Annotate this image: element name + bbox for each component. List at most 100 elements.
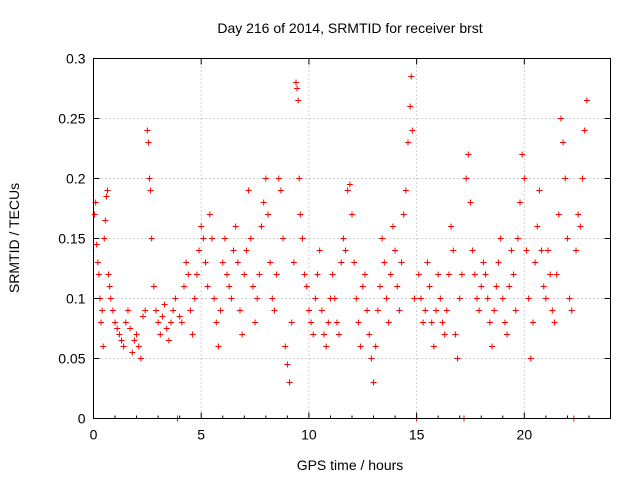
data-point [127,325,134,332]
data-point [415,271,422,278]
data-point [178,319,185,326]
data-point [100,343,107,350]
data-point [454,355,461,362]
data-point [465,151,472,158]
y-tick-label: 0.3 [66,51,86,67]
data-point [144,127,151,134]
data-point [101,235,108,242]
data-point [575,211,582,218]
data-point [247,235,254,242]
y-tick-label: 0.2 [66,171,86,187]
data-point [504,331,511,338]
data-point [484,295,491,302]
data-point [305,307,312,314]
grid [93,58,611,419]
data-point [489,343,496,350]
data-point [147,187,154,194]
data-point [200,235,207,242]
data-point [254,295,261,302]
data-point [344,187,351,194]
data-point [236,307,243,314]
data-point [256,271,263,278]
data-point [439,319,446,326]
data-point [217,307,224,314]
data-point [191,295,198,302]
data-point [282,343,289,350]
data-point [277,187,284,194]
data-point [396,307,403,314]
data-point [338,259,345,266]
data-point [275,175,282,182]
data-point [208,235,215,242]
data-point [422,307,429,314]
data-point [471,271,478,278]
data-point [540,283,547,290]
data-point [417,295,424,302]
data-point [284,361,291,368]
data-point [366,331,373,338]
data-point [297,211,304,218]
data-point [560,139,567,146]
y-tick-label: 0.15 [58,231,85,247]
data-point [370,379,377,386]
data-point [493,283,500,290]
data-point [93,241,100,248]
data-point [501,319,508,326]
data-point [566,295,573,302]
axis-ticks: 0 5 10 15 20 0 0.05 0.1 0.15 0.2 0.25 0.3 [58,51,611,443]
data-point [323,343,330,350]
data-point [346,181,353,188]
data-point [120,343,127,350]
data-point [303,283,310,290]
data-point [424,259,431,266]
data-point [273,271,280,278]
data-point [196,247,203,254]
data-point [407,103,414,110]
data-point [443,307,450,314]
data-point [213,319,220,326]
x-tick-label: 10 [301,427,317,443]
data-point [226,283,233,290]
data-point [112,319,119,326]
data-point [288,319,295,326]
data-point [408,73,415,80]
data-point [351,259,358,266]
data-point [359,283,366,290]
data-point [232,223,239,230]
data-point [400,211,407,218]
chart-title: Day 216 of 2014, SRMTID for receiver brs… [217,20,482,36]
data-point [109,307,116,314]
data-point [349,211,355,218]
data-point [98,319,105,326]
data-point [573,247,580,254]
data-point [295,97,302,104]
data-point [394,283,401,290]
data-point [103,193,110,200]
data-point [230,247,237,254]
data-point [316,247,323,254]
data-point [562,175,569,182]
data-point [361,271,368,278]
data-point [122,319,129,326]
data-point [206,211,213,218]
data-point [495,259,502,266]
data-point [478,283,485,290]
y-tick-label: 0.05 [58,351,85,367]
data-point [142,307,149,314]
data-point [372,343,379,350]
data-point [193,271,200,278]
data-point [433,307,440,314]
data-point [545,247,552,254]
data-point [549,307,556,314]
y-tick-label: 0.1 [66,291,86,307]
data-point [340,235,347,242]
data-point [185,271,192,278]
data-point [381,259,388,266]
data-point [260,199,267,206]
data-point [290,259,297,266]
data-point [157,331,164,338]
data-point [469,247,476,254]
data-point [420,319,427,326]
data-point [172,295,179,302]
